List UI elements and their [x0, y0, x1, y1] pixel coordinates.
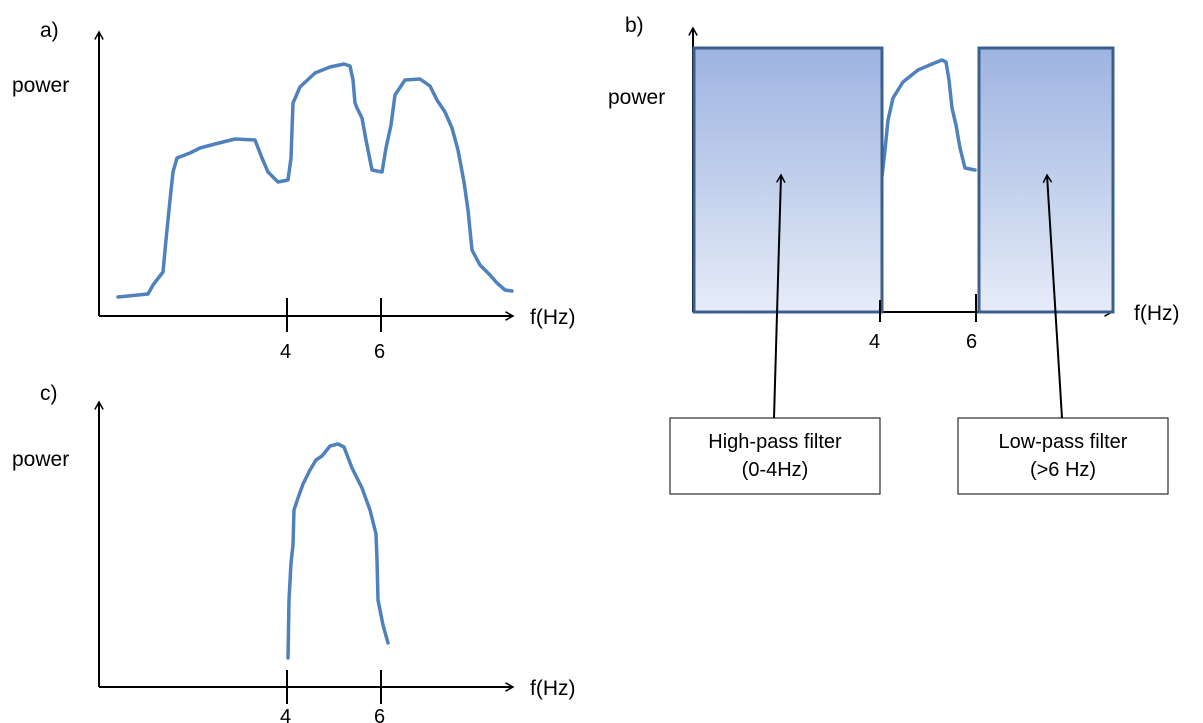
low-pass-filter-block: [977, 46, 1115, 314]
panel-a-power-curve: [116, 62, 514, 299]
high-pass-callout-box: [669, 417, 881, 495]
panel-b-tick-label-6: 6: [966, 331, 977, 353]
high-pass-callout-line1: High-pass filter: [708, 431, 842, 453]
panel-a-tick-label-6: 6: [374, 341, 385, 363]
panel-b-tick-label-4: 4: [869, 331, 880, 353]
high-pass-filter-block: [692, 46, 884, 314]
panel-a-x-label: f(Hz): [530, 306, 576, 329]
panel-b: b) power 4 6 f(Hz) High-pass filter (0-4…: [608, 14, 1180, 495]
panel-c-x-label: f(Hz): [530, 677, 576, 700]
panel-a: a) power 4 6 f(Hz): [12, 19, 576, 363]
panel-a-label: a): [40, 19, 59, 42]
panel-c-tick-label-4: 4: [280, 706, 291, 723]
panel-b-y-label: power: [608, 86, 665, 109]
low-pass-arrow: [1042, 173, 1063, 419]
panel-a-y-label: power: [12, 74, 69, 97]
panel-a-tick-label-4: 4: [280, 341, 291, 363]
high-pass-arrow: [773, 173, 786, 419]
low-pass-callout-box: [957, 417, 1169, 495]
panel-c: c) power 4 6 f(Hz): [12, 382, 576, 723]
panel-b-passband-curve: [880, 58, 977, 178]
low-pass-callout-line2: (>6 Hz): [1030, 459, 1096, 481]
panel-b-label: b): [625, 14, 644, 37]
panel-c-label: c): [40, 382, 58, 405]
low-pass-callout-line1: Low-pass filter: [999, 431, 1128, 453]
panel-b-x-label: f(Hz): [1134, 302, 1180, 325]
high-pass-callout-line2: (0-4Hz): [742, 459, 809, 481]
panel-c-filtered-curve: [286, 442, 390, 660]
panel-c-tick-label-6: 6: [374, 706, 385, 723]
panel-c-y-label: power: [12, 448, 69, 471]
